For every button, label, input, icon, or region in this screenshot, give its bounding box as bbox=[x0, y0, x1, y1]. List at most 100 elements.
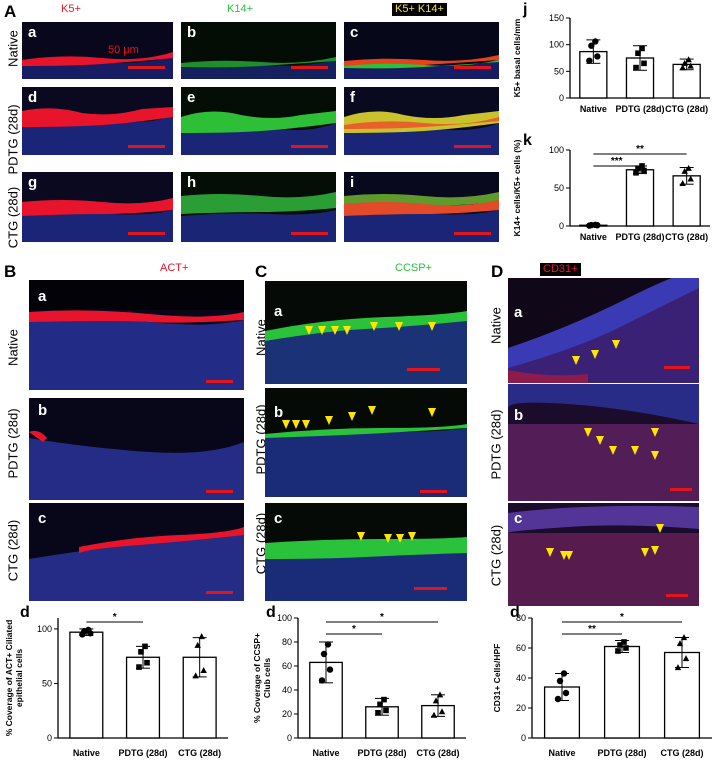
data-point bbox=[430, 711, 438, 718]
data-point bbox=[142, 643, 148, 650]
micrograph-b-c-ctg bbox=[29, 503, 244, 601]
data-point bbox=[326, 666, 334, 673]
row-label-ctg-b: CTG (28d) bbox=[5, 519, 21, 582]
cd31-cell-arrow bbox=[546, 548, 554, 557]
chart-letter-c-d: d bbox=[266, 604, 276, 621]
club-cell-arrow bbox=[302, 420, 310, 429]
data-point bbox=[320, 650, 328, 658]
chart-ccsp-coverage: 0 20 40 60 80 100 % Coverage of CCSP+ Club cell… bbox=[252, 612, 466, 758]
data-point bbox=[377, 701, 383, 708]
row-label-pdtg-a: PDTG (28d) bbox=[5, 104, 21, 175]
micrograph-c-b-pdtg bbox=[265, 388, 467, 497]
y-tick-label: 0 bbox=[521, 733, 526, 743]
data-point bbox=[635, 165, 641, 172]
scale-bar-h bbox=[291, 232, 328, 235]
club-cell-arrow bbox=[348, 412, 356, 421]
sub-letter-f: f bbox=[350, 89, 355, 106]
sub-letter-h: h bbox=[187, 174, 197, 191]
bar-0 bbox=[69, 631, 104, 739]
scale-bar-c-b bbox=[420, 490, 447, 493]
sub-letter-b-c: c bbox=[38, 510, 47, 527]
sub-letter-c-b: b bbox=[274, 404, 284, 421]
significance-label: * bbox=[113, 612, 117, 623]
micrograph-e-k14-pdtg bbox=[181, 87, 336, 155]
y-tick-label: 150 bbox=[549, 13, 564, 23]
micrograph-d-c-ctg bbox=[508, 503, 699, 606]
y-tick-label: 50 bbox=[554, 66, 564, 76]
data-point bbox=[685, 164, 692, 171]
club-cell-arrow bbox=[343, 326, 351, 335]
scale-bar-f bbox=[454, 145, 491, 148]
scale-bar-e bbox=[291, 145, 328, 148]
y-tick-label: 80 bbox=[282, 637, 292, 647]
data-point bbox=[586, 57, 593, 64]
stain-title-k5-k14: K5+ K14+ bbox=[392, 3, 447, 16]
chart-j: 0 50 100 150 K5+ basal cells/mm Native PDTG (2… bbox=[512, 13, 710, 114]
significance-label: * bbox=[352, 624, 356, 635]
chart-letter-k: k bbox=[523, 132, 532, 149]
scale-bar-d bbox=[128, 145, 165, 148]
data-point bbox=[136, 664, 142, 670]
data-point bbox=[681, 167, 688, 174]
chart-k: 0 50 100 K14+ cells/K5+ cells (%) Native PDTG… bbox=[512, 140, 710, 242]
club-cell-arrow bbox=[370, 322, 378, 331]
sub-letter-d: d bbox=[28, 89, 38, 106]
sub-letter-c-a: a bbox=[274, 303, 283, 320]
data-point bbox=[635, 50, 641, 56]
club-cell-arrow bbox=[396, 534, 404, 543]
y-axis-label: K14+ cells/K5+ cells (%) bbox=[512, 140, 522, 236]
club-cell-arrow bbox=[331, 326, 339, 335]
micrograph-c-c-ctg bbox=[265, 503, 467, 601]
y-tick-label: 100 bbox=[549, 145, 564, 155]
row-label-native-b: Native bbox=[5, 329, 21, 366]
stain-title-k14: K14+ bbox=[227, 3, 253, 15]
bar-1 bbox=[625, 169, 655, 227]
micrograph-d-a-native bbox=[508, 278, 699, 383]
y-tick-label: 0 bbox=[559, 221, 564, 231]
chart-act-coverage: 0 50 100 % Coverage of ACT+ Ciliated epithel… bbox=[4, 612, 228, 758]
cd31-cell-arrow bbox=[651, 546, 659, 555]
sub-letter-i: i bbox=[350, 174, 355, 191]
stain-title-k5: K5+ bbox=[61, 3, 81, 15]
scale-bar-g bbox=[128, 232, 165, 235]
data-point bbox=[687, 62, 694, 69]
sub-letter-g: g bbox=[28, 174, 38, 191]
data-point bbox=[198, 633, 205, 640]
scale-bar-b-b bbox=[206, 490, 233, 493]
micrograph-a-k5-native bbox=[22, 22, 173, 79]
data-point bbox=[588, 42, 595, 49]
stain-title-act: ACT+ bbox=[160, 262, 189, 274]
data-point bbox=[138, 649, 144, 655]
data-point bbox=[681, 59, 688, 66]
data-point bbox=[685, 56, 692, 63]
sub-letter-d-a: a bbox=[514, 304, 523, 321]
club-cell-arrow bbox=[428, 408, 436, 417]
club-cell-arrow bbox=[368, 406, 376, 415]
scale-bar-c bbox=[454, 66, 491, 69]
scale-bar-i bbox=[454, 232, 491, 235]
row-label-native-a: Native bbox=[5, 30, 21, 67]
y-tick-label: 0 bbox=[47, 733, 52, 743]
category-label: CTG (28d) bbox=[665, 104, 708, 114]
club-cell-arrow bbox=[395, 322, 403, 331]
data-point bbox=[617, 642, 623, 648]
y-axis-label: CD31+ Cells/HPF bbox=[492, 644, 502, 713]
category-label: PDTG (28d) bbox=[357, 748, 406, 758]
panel-a-letter: A bbox=[4, 2, 17, 21]
category-label: Native bbox=[548, 748, 575, 758]
scale-bar-b bbox=[291, 66, 328, 69]
bar-1 bbox=[603, 645, 641, 739]
data-point bbox=[592, 38, 599, 45]
row-label-native-d: Native bbox=[488, 307, 504, 344]
data-point bbox=[324, 641, 332, 648]
y-tick-label: 50 bbox=[42, 678, 52, 688]
significance-label: *** bbox=[611, 156, 623, 167]
y-tick-label: 100 bbox=[549, 40, 564, 50]
micrograph-b-b-pdtg bbox=[29, 398, 244, 500]
data-point bbox=[621, 639, 627, 645]
data-point bbox=[383, 707, 389, 714]
significance-label: * bbox=[380, 612, 384, 623]
y-tick-label: 100 bbox=[277, 613, 292, 623]
data-point bbox=[194, 641, 201, 648]
club-cell-arrow bbox=[282, 420, 290, 429]
